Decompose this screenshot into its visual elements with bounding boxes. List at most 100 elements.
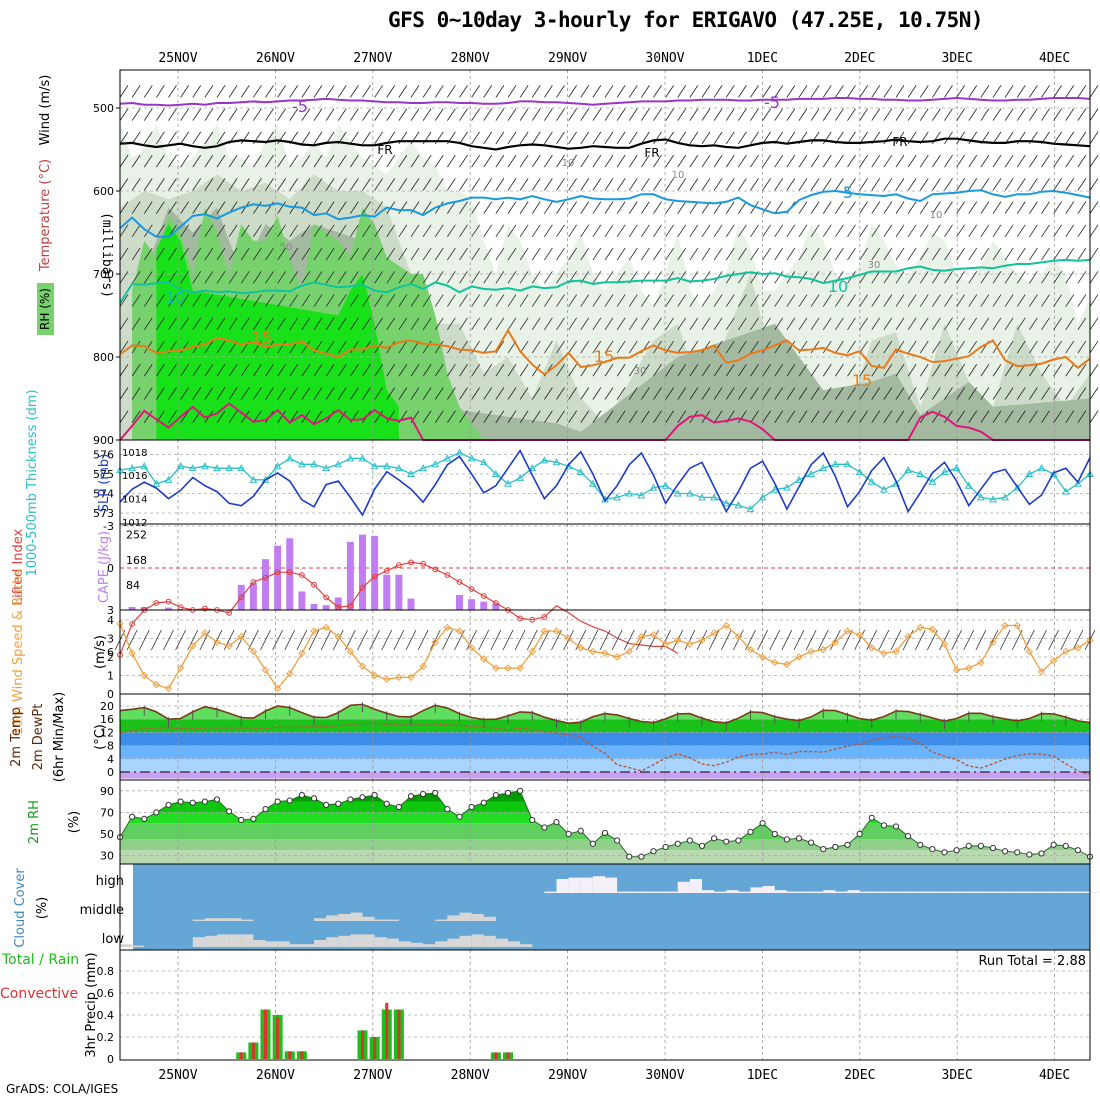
wind-barb (228, 294, 238, 307)
wind-barb (422, 85, 432, 98)
thickness-marker (479, 458, 488, 466)
wind-barb (216, 340, 226, 354)
wind-barb (374, 201, 383, 214)
wind-barb (434, 154, 444, 168)
wind-barb (1041, 247, 1050, 261)
wind-barb (835, 387, 844, 400)
wind-barb (750, 340, 759, 354)
wind10m-barb (878, 629, 890, 651)
wind-barb (919, 317, 929, 331)
wind-barb (883, 247, 893, 261)
wind10m-barb (720, 629, 732, 651)
wind-barb (544, 271, 553, 284)
wind-barb (374, 247, 383, 261)
wind-speed-marker (492, 664, 500, 672)
wind-barb (980, 178, 990, 191)
wind-barb (119, 247, 129, 261)
wind-barb (119, 154, 129, 168)
wind-barb (968, 131, 978, 145)
rh2m-marker (735, 837, 742, 844)
wind-barb (968, 340, 978, 354)
lifted-index-label: Lifted Index (11, 528, 26, 605)
wind-barb (313, 108, 323, 121)
cloud-cover-bar (132, 945, 145, 947)
wind-barb (568, 364, 577, 377)
wind-barb (434, 317, 444, 331)
date-label-bottom: 3DEC (942, 1068, 973, 1083)
wind-barb (1016, 201, 1026, 214)
wind-barb (337, 271, 347, 284)
wind-barb (835, 317, 844, 331)
wind-barb (701, 387, 711, 400)
wind-barb (447, 387, 456, 400)
wind-barb (774, 224, 784, 238)
wind-barb (1041, 410, 1050, 423)
wind-barb (1029, 154, 1038, 168)
cape-bar (298, 591, 306, 610)
wind-barb (192, 387, 202, 400)
wind-barb (919, 294, 929, 307)
wind-barb (192, 131, 202, 145)
wind-barb (653, 224, 662, 238)
rh2m-marker (650, 848, 657, 855)
wind-barb (253, 108, 262, 121)
wind-barb (337, 201, 347, 214)
wind-barb (350, 108, 359, 121)
wind-barb (495, 271, 505, 284)
wind-barb (1053, 154, 1062, 168)
date-label-bottom: 1DEC (747, 1068, 778, 1083)
wind-barb (992, 317, 1002, 331)
wind-barb (1004, 340, 1014, 354)
wind-barb (1053, 364, 1062, 377)
rh2m-marker (298, 792, 305, 799)
wind-barb (847, 410, 856, 423)
wind-barb (544, 108, 553, 121)
date-label-bottom: 27NOV (353, 1068, 392, 1083)
wind10m-barb (284, 629, 296, 651)
wind-barb (871, 178, 881, 191)
wind-barb (410, 317, 420, 331)
wind-barb (1089, 364, 1099, 377)
wind-barb (289, 317, 299, 331)
rh2m-tick-label: 50 (100, 828, 114, 841)
wind-barb (483, 224, 493, 238)
rh2m-marker (213, 796, 221, 803)
wind-speed-marker (758, 653, 767, 661)
wind-barb (313, 247, 323, 261)
wind-barb (240, 247, 250, 261)
wind-barb (968, 108, 978, 121)
wind-barb (1065, 340, 1075, 354)
wind-barb (1077, 387, 1087, 400)
wind-barb (919, 201, 929, 214)
wind-barb (956, 178, 965, 191)
wind-barb (604, 387, 614, 400)
wind-barb (592, 247, 602, 261)
rh2m-marker (383, 800, 390, 807)
lifted-index-marker (420, 560, 427, 567)
wind-barb (580, 85, 590, 98)
wind-speed-marker (552, 627, 561, 635)
wind-barb (616, 131, 626, 145)
wind-barb (689, 154, 699, 168)
wind-barb (313, 271, 323, 284)
thickness-marker (649, 483, 658, 491)
wind-barb (1065, 364, 1075, 377)
wind-barb (592, 201, 602, 214)
wind-barb (168, 410, 177, 423)
wind-barb (143, 340, 153, 354)
rh2m-marker (553, 819, 560, 826)
cape-bar (322, 605, 330, 610)
wind-barb (240, 178, 250, 191)
wind-barb (725, 108, 735, 121)
wind-barb (641, 224, 650, 238)
wind-barb (1077, 224, 1087, 238)
wind-barb (119, 410, 129, 423)
wind-barb (228, 317, 238, 331)
wind-barb (422, 154, 432, 168)
wind-barb (313, 387, 323, 400)
wind10m-barb (175, 629, 186, 651)
cloud-cover-bar (204, 918, 217, 921)
wind-barb (738, 387, 747, 400)
wind-barb (616, 154, 626, 168)
wind-barb (156, 247, 165, 261)
